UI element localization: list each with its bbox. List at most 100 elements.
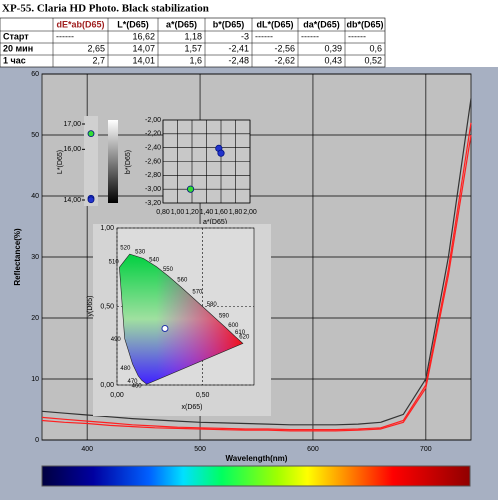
x-tick-label: 1,80 — [229, 209, 243, 216]
point — [87, 130, 95, 138]
table-header: L*(D65) — [117, 19, 149, 29]
y-tick-label: 50 — [31, 132, 39, 139]
table-cell: 1,57 — [184, 43, 202, 53]
locus-label: 600 — [228, 323, 239, 329]
table-cell: ------ — [348, 31, 366, 41]
content: dE*ab(D65) L*(D65) a*(D65) b*(D65) dL*(D65) d… — [0, 17, 472, 463]
table-cell: 2,7 — [92, 55, 105, 65]
x-tick-label: 0,80 — [156, 209, 170, 216]
locus-label: 460 — [132, 384, 143, 390]
row-label: 1 час — [3, 55, 26, 65]
locus-label: 570 — [192, 289, 203, 295]
page-title: XP-55. Claria HD Photo. Black stabilizat… — [2, 3, 209, 15]
locus-label: 470 — [127, 379, 138, 385]
table-cell: -2,41 — [228, 43, 249, 53]
table-cell: 0,52 — [364, 55, 382, 65]
x-tick-label: 2,00 — [243, 209, 257, 216]
x-tick-label: 1,20 — [185, 209, 199, 216]
locus-label: 480 — [120, 366, 131, 372]
table-header: b*(D65) — [213, 19, 245, 29]
y-tick-label: -2,60 — [145, 158, 161, 165]
x-axis-label: x(D65) — [181, 404, 202, 411]
table-cell: 0,43 — [324, 55, 342, 65]
y-tick-label: 16,00 — [63, 146, 81, 153]
y-tick-label: -2,40 — [145, 145, 161, 152]
y-tick-label: 0,00 — [100, 382, 114, 389]
y-tick-label: 60 — [31, 71, 39, 78]
x-tick-label: 400 — [81, 446, 93, 453]
y-tick-label: -3,00 — [145, 186, 161, 193]
series-line — [41, 134, 472, 432]
x-tick-label: 0,50 — [196, 392, 210, 399]
x-tick-label: 0,00 — [110, 392, 124, 399]
point — [186, 185, 195, 193]
table-cell: 2,65 — [87, 43, 105, 53]
point — [87, 196, 95, 204]
x-axis-label: a*(D65) — [203, 219, 227, 226]
locus-label: 590 — [219, 314, 230, 320]
y-axis-label: y(D65) — [87, 295, 94, 316]
table-cell: 0,39 — [324, 43, 342, 53]
x-tick-label: 600 — [307, 446, 319, 453]
locus-label: 510 — [109, 259, 120, 265]
table-cell: 14,01 — [132, 55, 155, 65]
gray-scale — [108, 120, 118, 203]
y-tick-label: 0 — [35, 437, 39, 444]
y-axis-label: b*(D65) — [125, 150, 132, 174]
y-tick-label: -2,00 — [145, 117, 161, 124]
x-tick-label: 1,40 — [200, 209, 214, 216]
locus-label: 540 — [149, 257, 160, 263]
y-axis-label: Reflectance(%) — [13, 228, 22, 286]
table-header: db*(D65) — [346, 19, 383, 29]
table-cell: 0,6 — [369, 43, 382, 53]
y-tick-label: 0,50 — [100, 303, 114, 310]
y-axis-label: L*(D65) — [57, 150, 64, 174]
x-axis-label: Wavelength(nm) — [226, 454, 288, 463]
locus-label: 550 — [163, 267, 174, 273]
x-tick-label: 1,00 — [171, 209, 185, 216]
locus-label: 610 — [235, 330, 246, 336]
table-cell: -2,48 — [228, 55, 249, 65]
locus-label: 560 — [177, 278, 188, 284]
inset-area — [84, 116, 98, 206]
y-tick-label: 10 — [31, 376, 39, 383]
x-tick-label: 700 — [420, 446, 432, 453]
series-line — [41, 122, 472, 431]
table-cell: ------ — [301, 31, 319, 41]
table-cell: 14,07 — [132, 43, 155, 53]
locus-label: 580 — [207, 302, 218, 308]
table-header: dE*ab(D65) — [56, 19, 104, 29]
table-cell: -2,62 — [274, 55, 295, 65]
locus-label: 620 — [239, 335, 250, 341]
row-label: Старт — [3, 31, 29, 41]
y-tick-label: 14,00 — [63, 197, 81, 204]
table-cell: 16,62 — [132, 31, 155, 41]
table-header: a*(D65) — [166, 19, 197, 29]
table-cell: 1,6 — [189, 55, 202, 65]
x-tick-label: 1,60 — [214, 209, 228, 216]
table-header: dL*(D65) — [256, 19, 293, 29]
table-header: da*(D65) — [303, 19, 340, 29]
spectrum-bar — [41, 465, 471, 487]
table-cell: -2,56 — [274, 43, 295, 53]
locus-label: 490 — [111, 337, 122, 343]
table-cell: ------ — [255, 31, 273, 41]
y-tick-label: 1,00 — [100, 225, 114, 232]
gamut-overlay — [119, 253, 244, 385]
y-tick-label: -3,20 — [145, 200, 161, 207]
locus-label: 520 — [120, 246, 131, 252]
x-tick-label: 500 — [194, 446, 206, 453]
table-cell: -3 — [241, 31, 249, 41]
y-tick-label: 20 — [31, 315, 39, 322]
table-cell: 1,18 — [184, 31, 202, 41]
y-tick-label: -2,80 — [145, 172, 161, 179]
point — [161, 324, 169, 332]
table-cell: ------ — [56, 31, 74, 41]
y-tick-label: 17,00 — [63, 121, 81, 128]
y-tick-label: -2,20 — [145, 131, 161, 138]
locus-label: 530 — [135, 250, 146, 256]
table-bg — [0, 17, 386, 68]
series-line — [41, 98, 472, 426]
